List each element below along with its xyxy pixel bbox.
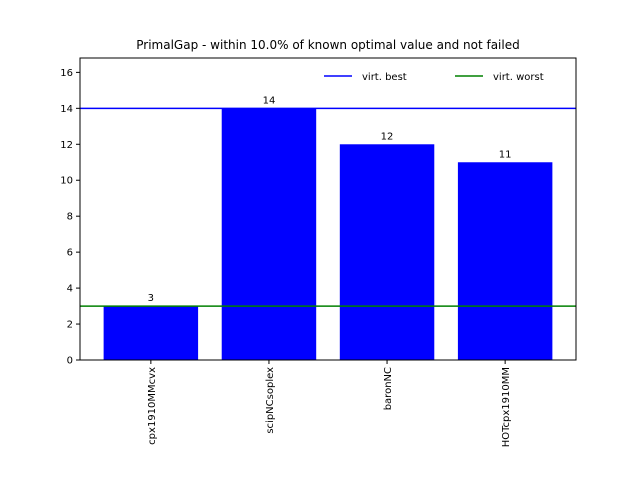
y-tick-label: 2 xyxy=(67,320,73,331)
bar-scipNCsoplex xyxy=(221,108,317,360)
legend-label: virt. worst xyxy=(493,72,544,83)
bar-HOTcpx1910MM xyxy=(457,162,553,360)
bar-baronNC xyxy=(339,144,435,360)
x-axis: cpx1910MMcvx scipNCsoplex baronNC HOTcpx191… xyxy=(147,360,512,447)
bar-value-label: 11 xyxy=(499,149,512,160)
legend: virt. best virt. worst xyxy=(324,72,544,83)
y-tick-label: 14 xyxy=(60,104,73,115)
y-axis: 0 2 4 6 8 10 12 14 16 xyxy=(60,68,80,367)
legend-label: virt. best xyxy=(362,72,407,83)
chart-title: PrimalGap - within 10.0% of known optima… xyxy=(136,38,519,52)
bar-cpx1910MMcvx xyxy=(103,306,199,360)
x-tick-label: cpx1910MMcvx xyxy=(147,367,158,445)
bar-value-label: 12 xyxy=(381,131,394,142)
plot-frame xyxy=(79,57,577,361)
y-tick-label: 0 xyxy=(67,356,73,367)
reference-lines-group xyxy=(80,107,576,307)
y-tick-label: 8 xyxy=(67,212,73,223)
bar-value-label: 3 xyxy=(148,293,154,304)
x-tick-label: HOTcpx1910MM xyxy=(501,367,512,447)
x-tick-label: baronNC xyxy=(383,367,394,410)
bar-value-label: 14 xyxy=(263,95,276,106)
x-tick-label: scipNCsoplex xyxy=(265,367,276,434)
y-tick-label: 16 xyxy=(60,68,73,79)
bars-group: 3 14 12 11 xyxy=(103,95,553,360)
y-tick-label: 4 xyxy=(67,284,73,295)
y-tick-label: 6 xyxy=(67,248,73,259)
y-tick-label: 12 xyxy=(60,140,73,151)
y-tick-label: 10 xyxy=(60,176,73,187)
